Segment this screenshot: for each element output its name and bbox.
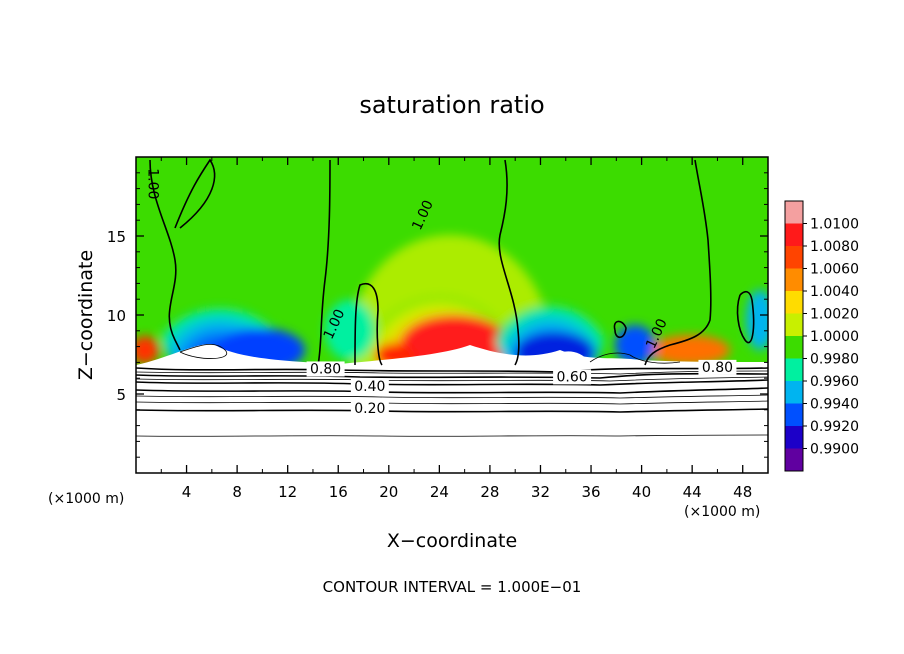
y-axis-label: Z−coordinate [75,250,97,380]
x-tick-label: 44 [683,483,702,501]
x-unit-label-left: (×1000 m) [48,491,124,507]
colorbar-label: 1.0020 [810,307,859,323]
colorbar-label: 1.0060 [810,262,859,278]
contour-label: 0.20 [354,401,385,417]
colorbar-label: 1.0000 [810,329,859,345]
colorbar: 1.0100 1.0080 1.0060 1.0040 1.0020 1.0000 0.99… [784,200,859,472]
x-tick-label: 12 [278,483,297,501]
contour-label-bg [698,359,737,375]
y-tick-label: 15 [107,228,126,246]
colorbar-label: 1.0040 [810,284,859,300]
x-tick-label: 28 [480,483,499,501]
colorbar-swatch [785,448,803,471]
x-tick-label: 48 [733,483,752,501]
colorbar-swatch [785,336,803,359]
colorbar-label: 0.9980 [810,352,859,368]
colorbar-swatch [785,403,803,426]
contour-label-bg [350,400,389,416]
y-axis: 5 10 15 [107,172,768,458]
colorbar-swatch [785,268,803,291]
x-tick-label: 8 [232,483,242,501]
colorbar-swatch [785,381,803,404]
x-axis-label: X−coordinate [387,530,517,552]
x-tick-label: 4 [182,483,192,501]
colorbar-swatch [785,291,803,314]
colorbar-label: 1.0080 [810,239,859,255]
x-axis: 4 8 12 16 20 24 28 32 36 40 44 48 [160,157,752,501]
x-tick-label: 40 [632,483,651,501]
colorbar-label: 0.9940 [810,397,859,413]
contour-label: 0.80 [702,360,733,376]
x-tick-label: 32 [531,483,550,501]
colorbar-swatch [785,426,803,449]
colorbar-label: 1.0100 [810,217,859,233]
contour-label: 0.80 [310,361,341,377]
colorbar-label: 0.9920 [810,419,859,435]
x-tick-label: 36 [581,483,600,501]
y-tick-label: 5 [116,386,126,404]
contour-label-bg [553,369,592,385]
colorbar-label: 0.9960 [810,374,859,390]
x-tick-label: 20 [379,483,398,501]
colorbar-label: 0.9900 [810,442,859,458]
x-tick-label: 16 [329,483,348,501]
colorbar-swatch [785,201,803,224]
contour-interval-note: CONTOUR INTERVAL = 1.000E−01 [323,578,582,596]
contour-label: 1.00 [145,168,161,199]
colorbar-swatch [785,313,803,336]
colorbar-swatch [785,246,803,269]
x-unit-label-right: (×1000 m) [684,504,760,520]
saturation-field [136,157,768,473]
x-tick-label: 24 [430,483,449,501]
contour-label: 0.40 [354,379,385,395]
contour-label-bg [350,378,389,394]
colorbar-swatch [785,358,803,381]
contour-label-bg [306,361,345,377]
contour-label: 0.60 [556,369,587,385]
chart-title: saturation ratio [359,91,544,119]
colorbar-swatch [785,223,803,246]
y-tick-label: 10 [107,307,126,325]
